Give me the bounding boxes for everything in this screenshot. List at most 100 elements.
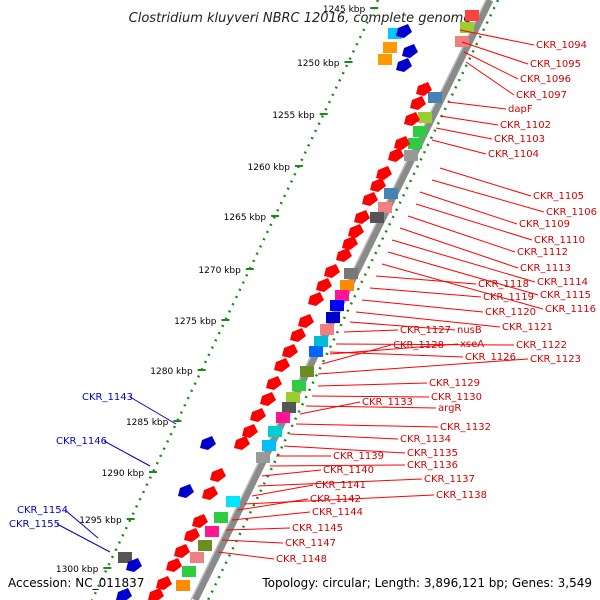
label-connector: [447, 101, 507, 110]
gene-feature-arrow: [404, 112, 420, 126]
gene-feature-box: [282, 402, 296, 413]
label-connector: [299, 401, 361, 415]
scale-ticks: 1245 kbp 1250 kbp 1255 kbp 1260 kbp 1265 kbp…: [56, 5, 379, 575]
gene-feature-arrow: [396, 58, 412, 72]
gene-label: CKR_1106: [546, 207, 597, 218]
label-connector: [311, 395, 430, 398]
gene-feature-box: [428, 92, 442, 103]
tick-label: 1270 kbp: [198, 266, 241, 276]
gene-feature-box: [182, 566, 196, 577]
gene-feature-arrow: [126, 558, 142, 572]
gene-label: CKR_1122: [516, 340, 567, 351]
label-connector: [257, 478, 423, 487]
label-connector: [283, 445, 406, 454]
gene-feature-arrow: [336, 248, 352, 262]
gene-feature-box: [388, 28, 402, 39]
gene-label: CKR_1097: [516, 90, 567, 101]
gene-feature-box: [418, 112, 432, 123]
gene-label: CKR_1120: [485, 307, 536, 318]
gene-label: CKR_1142: [310, 494, 361, 505]
gene-feature-box: [413, 126, 427, 137]
gene-label: argR: [438, 403, 461, 414]
gene-label: CKR_1141: [315, 480, 366, 491]
gene-label: dapF: [508, 104, 533, 115]
gene-feature-box: [190, 552, 204, 563]
tick-label: 1250 kbp: [297, 59, 340, 69]
gene-label: CKR_1148: [276, 554, 327, 565]
label-connector: [251, 484, 314, 497]
gene-feature-arrow: [260, 392, 276, 406]
gene-feature-box: [214, 512, 228, 523]
gene-label: CKR_1102: [500, 120, 551, 131]
label-connector: [243, 494, 435, 505]
gene-feature-box: [330, 300, 344, 311]
gene-feature-box: [256, 452, 270, 463]
gene-feature-arrow: [202, 486, 218, 500]
gene-features: [116, 10, 479, 600]
gene-label: CKR_1113: [520, 263, 571, 274]
gene-feature-box: [314, 336, 328, 347]
gene-label: CKR_1128: [393, 340, 444, 351]
gene-feature-arrow: [200, 436, 216, 450]
gene-label: CKR_1104: [488, 149, 539, 160]
gene-label: CKR_1121: [502, 322, 553, 333]
gene-label: CKR_1118: [478, 279, 529, 290]
gene-feature-box: [268, 426, 282, 437]
gene-feature-box: [309, 346, 323, 357]
label-connector: [355, 311, 501, 328]
gene-feature-box: [198, 540, 212, 551]
gene-label: CKR_1144: [312, 507, 363, 518]
outer-tick-ring: [90, 0, 380, 600]
gene-label: CKR_1103: [494, 134, 545, 145]
gene-feature-arrow: [388, 148, 404, 162]
label-connector: [439, 115, 499, 126]
gene-feature-arrow: [116, 588, 132, 600]
gene-feature-arrow: [250, 408, 266, 422]
label-connector: [317, 358, 529, 375]
gene-feature-arrow: [184, 528, 200, 542]
gene-label: CKR_1145: [292, 523, 343, 534]
gene-feature-arrow: [156, 576, 172, 590]
gene-label: CKR_1114: [537, 277, 588, 288]
label-connector: [343, 329, 399, 333]
gene-label: CKR_1123: [530, 354, 581, 365]
gene-label-left: CKR_1154: [17, 505, 68, 516]
label-connector: [381, 263, 544, 310]
label-connector: [329, 351, 464, 358]
gene-feature-box: [384, 188, 398, 199]
gene-feature-box: [460, 22, 474, 33]
gene-label: CKR_1115: [540, 290, 591, 301]
gene-feature-arrow: [210, 468, 226, 482]
gene-label: CKR_1139: [333, 451, 384, 462]
label-connector-left: [64, 509, 99, 539]
label-connector: [225, 527, 291, 531]
label-connector: [317, 382, 428, 387]
label-connector-left: [56, 523, 111, 553]
gene-feature-box: [465, 10, 479, 21]
label-connector: [461, 41, 529, 65]
label-connector: [305, 405, 437, 409]
gene-feature-arrow: [290, 328, 306, 342]
gene-label: CKR_1119: [483, 292, 534, 303]
gene-label: CKR_1135: [407, 448, 458, 459]
gene-label-left: CKR_1143: [82, 392, 133, 403]
gene-feature-arrow: [166, 558, 182, 572]
gene-feature-arrow: [148, 588, 164, 600]
tick-label: 1285 kbp: [126, 418, 169, 428]
label-connector: [237, 498, 309, 511]
gene-label-left: CKR_1155: [9, 519, 60, 530]
label-connector: [375, 275, 477, 285]
gene-feature-box: [276, 412, 290, 423]
label-connector: [295, 423, 439, 428]
gene-feature-box: [205, 526, 219, 537]
gene-label: CKR_1132: [440, 422, 491, 433]
label-connector: [387, 251, 539, 296]
gene-label: CKR_1112: [517, 247, 568, 258]
gene-feature-arrow: [234, 436, 250, 450]
accession-text: Accession: NC_011837: [8, 576, 144, 590]
gene-feature-arrow: [242, 424, 258, 438]
tick-label: 1280 kbp: [150, 367, 193, 377]
gene-feature-box: [370, 212, 384, 223]
gene-label: CKR_1126: [465, 352, 516, 363]
